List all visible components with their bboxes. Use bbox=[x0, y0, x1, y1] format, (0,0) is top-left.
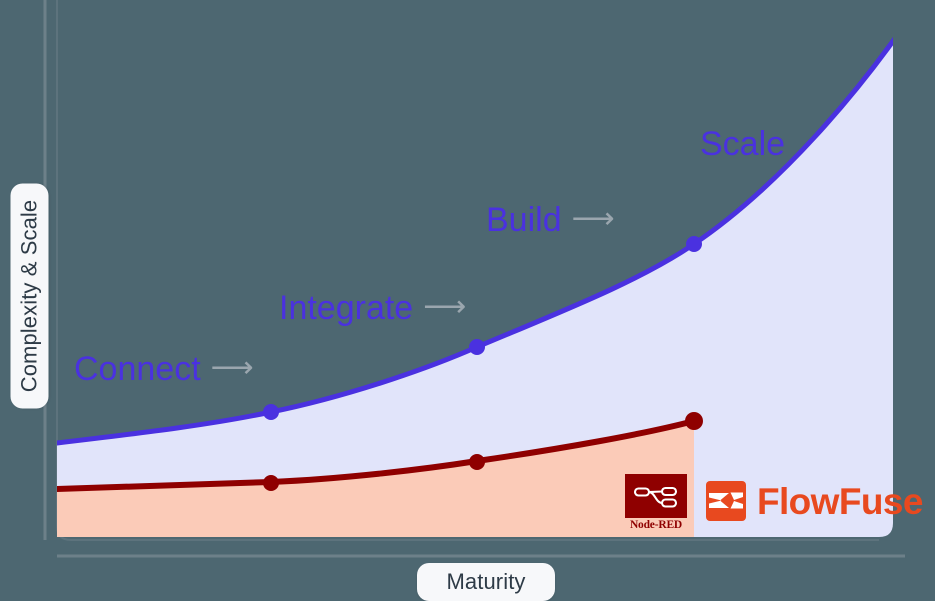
marker-blue-connect bbox=[263, 404, 279, 420]
marker-red-connect bbox=[263, 475, 279, 491]
flowfuse-wordmark: FlowFuse bbox=[757, 480, 923, 522]
curve-arrowhead-icon bbox=[899, 6, 920, 36]
x-axis-title: Maturity bbox=[417, 563, 555, 601]
y-axis-title: Complexity & Scale bbox=[10, 183, 49, 409]
marker-blue-build bbox=[686, 236, 702, 252]
flowfuse-curve bbox=[57, 11, 893, 446]
marker-red-build bbox=[685, 412, 703, 430]
node-red-curve bbox=[57, 418, 697, 492]
blue-area-fill bbox=[57, 13, 893, 537]
flowfuse-mark-icon bbox=[706, 481, 746, 521]
node-red-logo: Node-RED bbox=[625, 474, 687, 531]
marker-blue-integrate bbox=[469, 339, 485, 355]
red-area-fill bbox=[57, 421, 694, 537]
node-red-mark-icon bbox=[625, 474, 687, 518]
flowfuse-logo: FlowFuse bbox=[706, 481, 923, 521]
marker-red-integrate bbox=[469, 454, 485, 470]
node-red-wordmark: Node-RED bbox=[629, 519, 683, 531]
